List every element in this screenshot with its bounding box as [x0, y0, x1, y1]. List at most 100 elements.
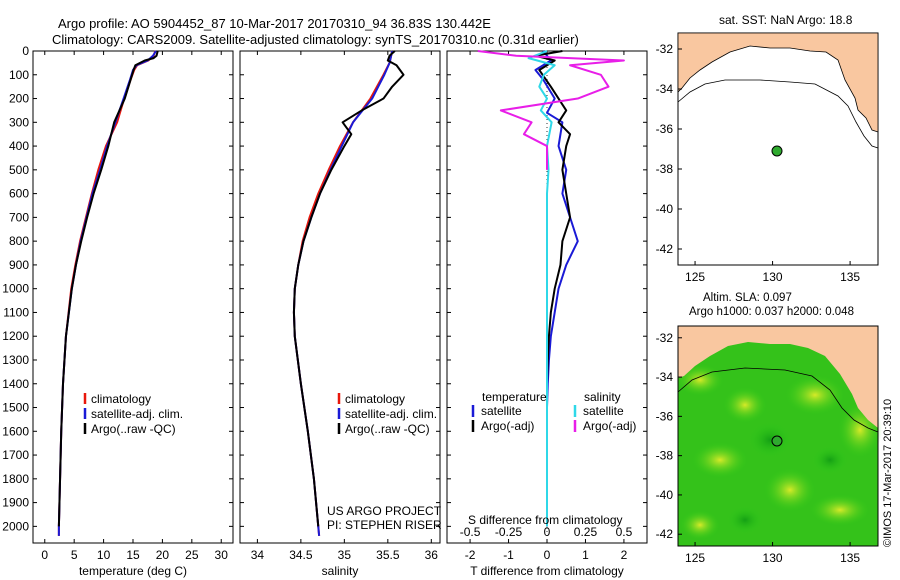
lon-tick-label: 125 [685, 270, 705, 284]
sla-map [676, 325, 882, 547]
legend-group-salinity: salinity [584, 390, 621, 404]
difference-legend: temperature satellite Argo(-adj) salinit… [468, 390, 636, 527]
y-tick-label: 400 [9, 139, 29, 153]
x-tick-label: 34 [251, 548, 265, 562]
sla-map-frame [677, 325, 879, 547]
series-line [57, 50, 159, 527]
legend-s-satellite: satellite [583, 404, 624, 418]
sla-float-marker [771, 435, 783, 447]
salinity-legend: climatology satellite-adj. clim. Argo(..… [327, 392, 442, 532]
top-tick-label: 0.5 [616, 525, 633, 539]
lat-tick-label: -38 [656, 449, 674, 463]
x-tick-label: 25 [185, 548, 199, 562]
top-tick-label: 0.25 [574, 525, 598, 539]
series-line [477, 50, 625, 170]
legend-argo: Argo(..raw -QC) [345, 422, 430, 436]
series-line [292, 50, 405, 527]
salinity-panel: 34 34.5 35 35.5 36 salinity [239, 50, 441, 578]
temperature-legend: climatology satellite-adj. clim. Argo(..… [83, 392, 183, 436]
series-line [534, 50, 579, 527]
legend-climatology: climatology [91, 392, 151, 406]
lat-tick-label: -32 [656, 42, 674, 56]
sla-map-title1: Altim. SLA: 0.097 [703, 292, 792, 304]
x-tick-label: 15 [126, 548, 140, 562]
temperature-panel: 0 5 10 15 20 25 30 temperature (deg C) 0 100 200 30… [2, 44, 234, 578]
lat-tick-label: -34 [656, 370, 674, 384]
x-tick-label: 35.5 [376, 548, 400, 562]
top-tick-label: -0.5 [460, 525, 481, 539]
y-tick-label: 500 [9, 163, 29, 177]
sst-land [677, 32, 879, 133]
y-tick-label: 1200 [2, 329, 29, 343]
y-tick-label: 1800 [2, 472, 29, 486]
top-axis-label: S difference from climatology [468, 513, 623, 527]
sst-float-marker [771, 145, 783, 157]
x-tick-label: 0 [41, 548, 48, 562]
y-tick-label: 300 [9, 115, 29, 129]
y-tick-label: 900 [9, 258, 29, 272]
sla-land [678, 326, 878, 428]
plot-frame [239, 50, 441, 544]
sla-map-title2: Argo h1000: 0.037 h2000: 0.048 [689, 306, 854, 318]
lat-tick-label: -34 [656, 82, 674, 96]
x-tick-label: 20 [156, 548, 170, 562]
y-tick-label: 1300 [2, 353, 29, 367]
sla-contour [677, 367, 879, 433]
x-tick-label: 2 [621, 548, 628, 562]
top-tick-label: -0.25 [495, 525, 523, 539]
difference-panel: -2 -1 0 1 2 T difference from climatology -0.5… [446, 50, 648, 578]
x-tick-label: 34.5 [289, 548, 313, 562]
lat-tick-label: -36 [656, 409, 674, 423]
legend-satellite: satellite-adj. clim. [91, 407, 183, 421]
legend-t-argo: Argo(-adj) [481, 419, 534, 433]
header-line2: Climatology: CARS2009. Satellite-adjuste… [52, 32, 579, 47]
x-tick-label: -1 [503, 548, 514, 562]
sst-map [677, 32, 879, 266]
lat-tick-label: -38 [656, 162, 674, 176]
legend-t-satellite: satellite [481, 404, 522, 418]
y-tick-label: 600 [9, 187, 29, 201]
lon-tick-label: 135 [840, 270, 860, 284]
legend-climatology: climatology [345, 392, 405, 406]
x-tick-label: 5 [71, 548, 78, 562]
x-tick-label: 1 [582, 548, 589, 562]
x-tick-label: 36 [425, 548, 439, 562]
y-tick-label: 1100 [3, 305, 29, 319]
x-tick-label: 10 [97, 548, 111, 562]
lon-tick-label: 135 [840, 551, 860, 565]
y-tick-label: 1000 [2, 282, 29, 296]
legend-s-argo: Argo(-adj) [583, 419, 636, 433]
sst-map-title: sat. SST: NaN Argo: 18.8 [719, 13, 853, 27]
x-axis-label: salinity [322, 564, 359, 578]
plot-frame [32, 50, 234, 544]
x-tick-label: 35 [338, 548, 352, 562]
lat-tick-label: -36 [656, 122, 674, 136]
lat-tick-label: -32 [656, 331, 674, 345]
y-tick-label: 700 [9, 210, 29, 224]
lon-tick-label: 125 [685, 551, 705, 565]
y-tick-label: 1500 [2, 401, 29, 415]
x-tick-label: -2 [465, 548, 476, 562]
copyright-footer: ©IMOS 17-Mar-2017 20:39:10 [882, 399, 894, 547]
header-line1: Argo profile: AO 5904452_87 10-Mar-2017 … [58, 16, 491, 31]
lat-tick-label: -40 [656, 488, 674, 502]
legend-satellite: satellite-adj. clim. [345, 407, 437, 421]
x-axis-label: temperature (deg C) [79, 564, 187, 578]
x-axis-label: T difference from climatology [470, 564, 624, 578]
annotation-pi: PI: STEPHEN RISER [327, 518, 442, 532]
x-tick-label: 30 [215, 548, 229, 562]
legend-argo: Argo(..raw -QC) [91, 422, 176, 436]
lat-tick-label: -40 [656, 202, 674, 216]
y-tick-label: 100 [9, 68, 29, 82]
lon-tick-label: 130 [763, 551, 783, 565]
y-tick-label: 1600 [2, 424, 29, 438]
annotation-project: US ARGO PROJECT [327, 504, 442, 518]
lat-tick-label: -42 [656, 242, 674, 256]
legend-group-temperature: temperature [482, 390, 547, 404]
map-axes: -32 -34 -36 -38 -40 -42 125 130 135 -32 -34 -36 -38 -… [656, 42, 861, 565]
y-tick-label: 200 [9, 92, 29, 106]
sst-contour [677, 79, 879, 149]
x-tick-label: 0 [544, 548, 551, 562]
y-tick-label: 1700 [2, 448, 29, 462]
